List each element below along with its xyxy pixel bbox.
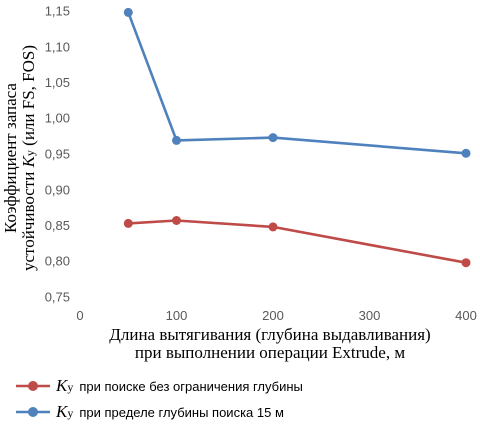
x-tick-label: 400 xyxy=(455,308,477,323)
y-axis-title-k: K xyxy=(19,154,38,168)
y-tick-label: 0,80 xyxy=(45,254,70,269)
data-point-s2-2 xyxy=(172,135,181,145)
x-tick-label: 0 xyxy=(76,308,83,323)
y-axis-title-k-sub: y xyxy=(23,150,37,156)
legend-item-2: Ky при пределе глубины поиска 15 м xyxy=(16,402,284,421)
series-line-1 xyxy=(128,219,467,264)
legend-marker-2 xyxy=(28,407,38,417)
data-markers xyxy=(123,7,471,268)
legend-marker-1 xyxy=(28,381,38,391)
y-axis-title-suffix: (или FS, FOS) xyxy=(19,45,38,150)
plot-area xyxy=(127,11,467,264)
legend-k-sub-2: y xyxy=(67,406,73,420)
y-axis-ticks: 0,75 0,80 0,85 0,90 0,95 1,00 1,05 1,10 1,15 xyxy=(45,4,70,305)
legend-k-2: K xyxy=(55,402,69,421)
legend-label-2: Ky при пределе глубины поиска 15 м xyxy=(55,402,284,421)
x-tick-label: 100 xyxy=(166,308,188,323)
y-axis-title-prefix: устойчивости xyxy=(19,167,38,271)
x-axis-title-line1: Длина вытягивания (глубина выдавливания) xyxy=(109,325,430,344)
legend-item-1: Ky при поиске без ограничения глубины xyxy=(16,376,303,395)
legend-text-2: при пределе глубины поиска 15 м xyxy=(79,405,284,420)
x-tick-label: 200 xyxy=(262,308,284,323)
data-point-s2-4 xyxy=(461,148,471,158)
data-point-s1-2 xyxy=(172,216,181,225)
y-axis-title-line2: устойчивости Ky (или FS, FOS) xyxy=(19,45,38,271)
legend-k-sub-1: y xyxy=(67,380,73,394)
data-point-s1-3 xyxy=(268,222,278,232)
y-tick-label: 1,10 xyxy=(45,39,70,54)
y-tick-label: 1,05 xyxy=(45,75,70,90)
x-axis-title-line2: при выполнении операции Extrude, м xyxy=(135,343,405,362)
y-tick-label: 1,00 xyxy=(45,111,70,126)
series-line-2 xyxy=(127,11,467,155)
y-tick-label: 0,95 xyxy=(45,147,70,162)
data-point-s2-1 xyxy=(123,7,133,17)
data-point-s1-1 xyxy=(123,218,133,228)
y-tick-label: 0,75 xyxy=(45,290,70,305)
y-tick-label: 1,15 xyxy=(45,4,70,19)
x-axis-ticks: 0 100 200 300 400 xyxy=(76,308,476,323)
legend-text-1: при поиске без ограничения глубины xyxy=(79,379,303,394)
data-point-s2-3 xyxy=(268,133,278,143)
x-tick-label: 300 xyxy=(359,308,381,323)
legend-k-1: K xyxy=(55,376,69,395)
legend-label-1: Ky при поиске без ограничения глубины xyxy=(55,376,303,395)
y-tick-label: 0,85 xyxy=(45,218,70,233)
data-point-s1-4 xyxy=(461,258,471,268)
y-tick-label: 0,90 xyxy=(45,182,70,197)
y-axis-title-line1: Коэффициент запаса xyxy=(1,83,20,233)
y-axis-title: Коэффициент запаса устойчивости Ky (или … xyxy=(1,45,38,271)
legend: Ky при поиске без ограничения глубины Ky п… xyxy=(16,376,303,421)
